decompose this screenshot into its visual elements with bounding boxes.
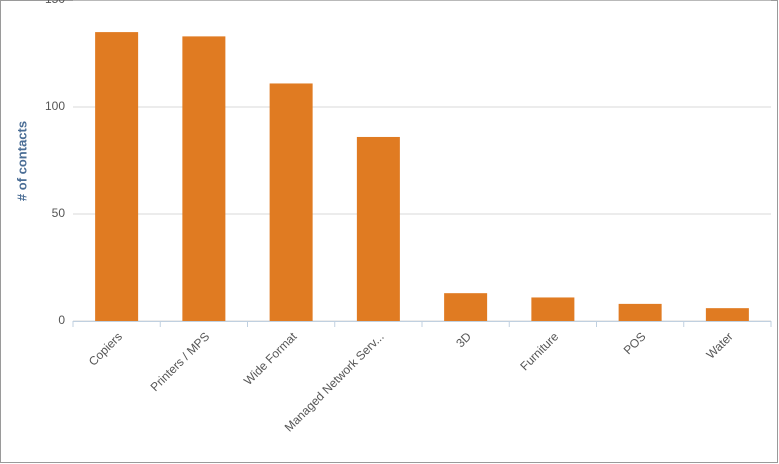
y-tick-label: 100	[45, 99, 65, 113]
y-tick-label: 150	[45, 0, 65, 6]
bar	[705, 308, 749, 321]
bar	[95, 32, 139, 321]
y-tick-label: 50	[52, 206, 66, 220]
bar	[182, 36, 226, 321]
bar	[444, 293, 488, 321]
y-axis-title: # of contacts	[14, 121, 29, 201]
y-tick-label: 0	[58, 313, 65, 327]
bar	[618, 303, 662, 321]
bar	[269, 83, 313, 322]
bar	[531, 297, 575, 321]
bar	[356, 136, 400, 321]
